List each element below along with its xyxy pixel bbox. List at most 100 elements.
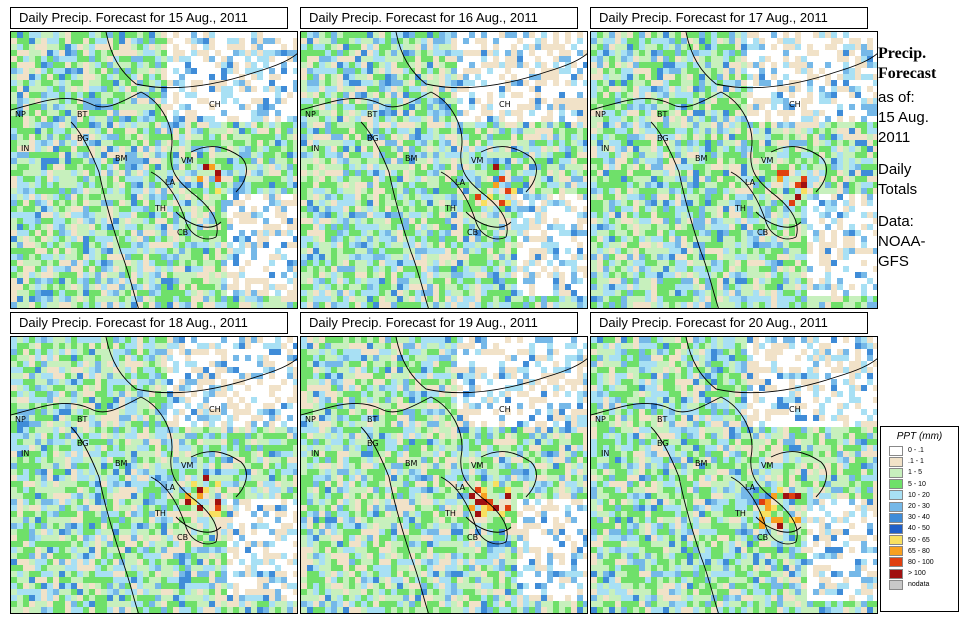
precip-cell (197, 86, 203, 92)
precip-cell (777, 110, 783, 116)
precip-cell (343, 236, 349, 242)
precip-cell (275, 200, 281, 206)
precip-cell (367, 290, 373, 296)
precip-cell (281, 152, 287, 158)
precip-cell (161, 278, 167, 284)
precip-cell (379, 206, 385, 212)
precip-cell (245, 92, 251, 98)
precip-cell (227, 236, 233, 242)
precip-cell (633, 38, 639, 44)
precip-cell (711, 68, 717, 74)
precip-cell (505, 236, 511, 242)
precip-cell (517, 266, 523, 272)
precip-cell (397, 260, 403, 266)
precip-cell (227, 266, 233, 272)
precip-cell (633, 86, 639, 92)
precip-map: CH NP BT IN BG BM VM LA TH CB (590, 31, 878, 309)
precip-cell (325, 116, 331, 122)
precip-cell (185, 290, 191, 296)
precip-cell (553, 302, 559, 308)
precip-cell (269, 128, 275, 134)
precip-cell (379, 272, 385, 278)
precip-cell (409, 50, 415, 56)
precip-cell (313, 44, 319, 50)
precip-cell (729, 146, 735, 152)
precip-cell (487, 110, 493, 116)
precip-cell (185, 104, 191, 110)
precip-cell (71, 74, 77, 80)
precip-cell (47, 188, 53, 194)
precip-cell (439, 164, 445, 170)
precip-cell (609, 188, 615, 194)
precip-cell (717, 140, 723, 146)
precip-cell (577, 308, 583, 309)
precip-cell (331, 242, 337, 248)
precip-cell (591, 50, 597, 56)
precip-cell (125, 140, 131, 146)
precip-cell (439, 200, 445, 206)
precip-cell (293, 290, 297, 296)
precip-cell (23, 308, 29, 309)
precip-cell (591, 206, 597, 212)
precip-cell (269, 206, 275, 212)
precip-cell (95, 206, 101, 212)
precip-cell (155, 110, 161, 116)
precip-cell (343, 50, 349, 56)
precip-cell (603, 194, 609, 200)
precip-cell (493, 134, 499, 140)
precip-cell (663, 80, 669, 86)
precip-cell (251, 248, 257, 254)
precip-cell (807, 188, 813, 194)
precip-cell (783, 44, 789, 50)
precip-cell (439, 68, 445, 74)
precip-cell (137, 254, 143, 260)
precip-cell (191, 74, 197, 80)
precip-cell (179, 242, 185, 248)
precip-cell (705, 200, 711, 206)
precip-cell (269, 278, 275, 284)
precip-cell (511, 98, 517, 104)
precip-cell (287, 254, 293, 260)
precip-cell (403, 182, 409, 188)
precip-cell (493, 308, 499, 309)
precip-cell (209, 206, 215, 212)
precip-cell (263, 218, 269, 224)
precip-cell (475, 296, 481, 302)
precip-cell (451, 32, 457, 38)
precip-cell (711, 98, 717, 104)
precip-cell (433, 86, 439, 92)
precip-cell (301, 200, 307, 206)
precip-cell (385, 80, 391, 86)
precip-cell (239, 32, 245, 38)
precip-cell (801, 68, 807, 74)
precip-cell (167, 290, 173, 296)
precip-cell (379, 110, 385, 116)
precip-cell (233, 254, 239, 260)
precip-cell (281, 68, 287, 74)
precip-cell (337, 62, 343, 68)
precip-cell (313, 188, 319, 194)
precip-cell (457, 62, 463, 68)
precip-cell (439, 122, 445, 128)
precip-cell (427, 134, 433, 140)
precip-cell (379, 86, 385, 92)
precip-cell (565, 284, 571, 290)
precip-cell (535, 92, 541, 98)
precip-cell (705, 116, 711, 122)
precip-cell (349, 290, 355, 296)
precip-cell (559, 158, 565, 164)
precip-cell (83, 200, 89, 206)
precip-cell (433, 170, 439, 176)
precip-cell (427, 104, 433, 110)
precip-cell (669, 50, 675, 56)
precip-cell (421, 188, 427, 194)
precip-cell (499, 32, 505, 38)
precip-cell (439, 188, 445, 194)
precip-cell (855, 62, 861, 68)
precip-cell (149, 188, 155, 194)
precip-cell (747, 140, 753, 146)
precip-cell (131, 86, 137, 92)
precip-cell (391, 236, 397, 242)
precip-cell (89, 164, 95, 170)
precip-cell (361, 128, 367, 134)
